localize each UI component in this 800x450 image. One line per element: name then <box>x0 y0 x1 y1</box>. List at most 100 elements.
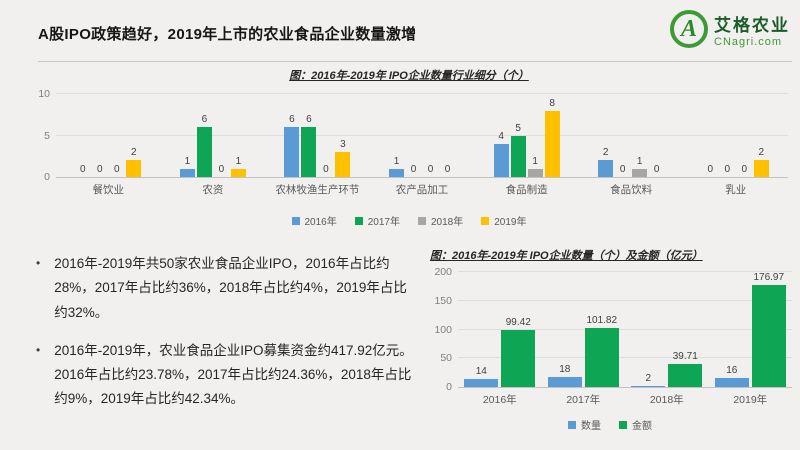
yearly-chart-title: 图：2016年-2019年 IPO企业数量（个）及金额（亿元） <box>430 250 703 262</box>
x-axis-category-label: 食品饮料 <box>610 184 653 196</box>
bar <box>547 376 582 387</box>
bar-value-label: 0 <box>427 164 434 175</box>
bar-slot: 4 <box>493 94 509 177</box>
bar <box>510 135 526 177</box>
x-axis: 2016年 2017年 2018年 2019年 <box>458 392 792 407</box>
bar-value-label: 5 <box>515 122 521 134</box>
x-axis-category-label: 食品制造 <box>505 184 548 196</box>
bar <box>631 385 666 387</box>
bar-slot: 8 <box>544 94 560 177</box>
bar-slot: 5 <box>510 94 526 177</box>
x-axis-category-label: 农林牧渔生产环节 <box>275 184 360 196</box>
legend-item: 2017年 <box>354 213 400 228</box>
gridline <box>56 134 788 136</box>
bar-slot: 0 <box>615 94 630 177</box>
legend-label: 2017年 <box>367 217 400 228</box>
bar-slot: 0 <box>214 94 229 177</box>
list-item: 2016年-2019年，农业食品企业IPO募集资金约417.92亿元。2016年… <box>36 339 414 412</box>
bar-value-label: 1 <box>235 155 242 167</box>
bar-slot: 0 <box>423 94 438 177</box>
bar-value-label: 6 <box>201 114 208 126</box>
bar-slot: 2 <box>598 94 614 177</box>
bar <box>501 329 536 387</box>
legend-item: 2019年 <box>481 213 527 228</box>
bar-slot: 0 <box>720 94 735 177</box>
bar-groups: 14 99.42 18 101.82 2 39.71 16 176.97 <box>458 272 792 387</box>
bar-value-label: 0 <box>80 164 86 175</box>
bar <box>527 168 543 177</box>
bar <box>598 160 614 177</box>
gridline <box>458 299 792 301</box>
bar-value-label: 0 <box>653 164 660 175</box>
bar-value-label: 8 <box>549 97 555 109</box>
bar <box>493 143 509 177</box>
x-axis-category-label: 餐饮业 <box>92 184 125 196</box>
brand-logo-icon: A <box>670 10 708 48</box>
bar-slot: 0 <box>703 94 718 177</box>
brand-name: 艾格农业 <box>714 15 790 35</box>
bar-slot: 101.82 <box>584 272 619 387</box>
bar-slot: 6 <box>301 94 317 177</box>
bar-value-label: 1 <box>393 155 400 167</box>
bar <box>751 285 786 387</box>
bar-value-label: 2 <box>758 147 765 159</box>
bar-value-label: 4 <box>498 130 504 142</box>
brand-logo-text: 艾格农业 CNagri.com <box>714 11 790 48</box>
bar-slot: 1 <box>632 94 648 177</box>
legend-label: 金额 <box>632 421 652 432</box>
key-points-list: 2016年-2019年共50家农业食品企业IPO，2016年占比约28%，201… <box>36 252 414 426</box>
legend: 2016年 2017年 2018年 2019年 <box>28 213 790 228</box>
bullet-text: 2016年-2019年，农业食品企业IPO募集资金约417.92亿元。2016年… <box>54 342 413 407</box>
bar-value-label: 0 <box>724 164 731 175</box>
bar-value-label: 0 <box>707 164 714 175</box>
bar-value-label: 99.42 <box>505 316 531 328</box>
bar-value-label: 176.97 <box>753 272 785 284</box>
bar-value-label: 16 <box>726 364 738 376</box>
bar-value-label: 3 <box>340 139 346 151</box>
bar <box>335 152 351 177</box>
bar <box>464 378 499 387</box>
bar-slot: 99.42 <box>501 272 536 387</box>
legend-item: 2018年 <box>418 213 463 228</box>
plot-area: 0 5 10 0 0 0 2 1 6 0 1 6 6 0 3 1 0 0 0 4 5 1 8 2 0 1 0 0 0 0 2 <box>38 88 788 183</box>
bar-slot: 0 <box>737 94 752 177</box>
bar-slot: 16 <box>714 272 749 387</box>
bar-slot: 2 <box>631 272 666 387</box>
page-title: A股IPO政策趋好，2019年上市的农业食品企业数量激增 <box>38 25 417 43</box>
industry-chart-title-row: 图：2016年-2019年 IPO企业数量行业细分（个） <box>28 66 790 84</box>
bar-slot: 14 <box>464 272 499 387</box>
legend-label: 数量 <box>581 421 601 432</box>
bar-value-label: 1 <box>184 155 191 167</box>
category-group: 2 39.71 <box>625 272 709 387</box>
legend-swatch <box>568 420 576 429</box>
legend-item: 金额 <box>619 417 652 432</box>
category-group: 16 176.97 <box>709 272 793 387</box>
category-group: 18 101.82 <box>542 272 626 387</box>
legend-item: 2016年 <box>291 213 337 228</box>
bar-slot: 0 <box>318 94 333 177</box>
brand-url: CNagri.com <box>714 35 783 48</box>
bar-slot: 39.71 <box>668 272 703 387</box>
x-axis-category-label: 2016年 <box>482 394 517 406</box>
bar <box>126 160 142 177</box>
bar-value-label: 1 <box>636 155 643 167</box>
bar-slot: 1 <box>389 94 405 177</box>
bar-slot: 6 <box>196 94 212 177</box>
bar-slot: 6 <box>284 94 300 177</box>
bar-slot: 0 <box>649 94 664 177</box>
bar-slot: 0 <box>92 94 107 177</box>
bar-slot: 1 <box>527 94 543 177</box>
bar-slot: 1 <box>179 94 195 177</box>
bar-slot: 0 <box>75 94 90 177</box>
bar-value-label: 0 <box>444 164 451 175</box>
industry-chart-canvas: 0 5 10 0 0 0 2 1 6 0 1 6 6 0 3 1 0 0 0 4 5 1 8 2 0 1 0 0 0 0 2 餐饮业 农资 农林牧… <box>28 88 790 228</box>
x-axis-category-label: 农产品加工 <box>395 184 449 196</box>
legend-label: 2018年 <box>431 217 464 228</box>
gridline <box>458 357 792 359</box>
